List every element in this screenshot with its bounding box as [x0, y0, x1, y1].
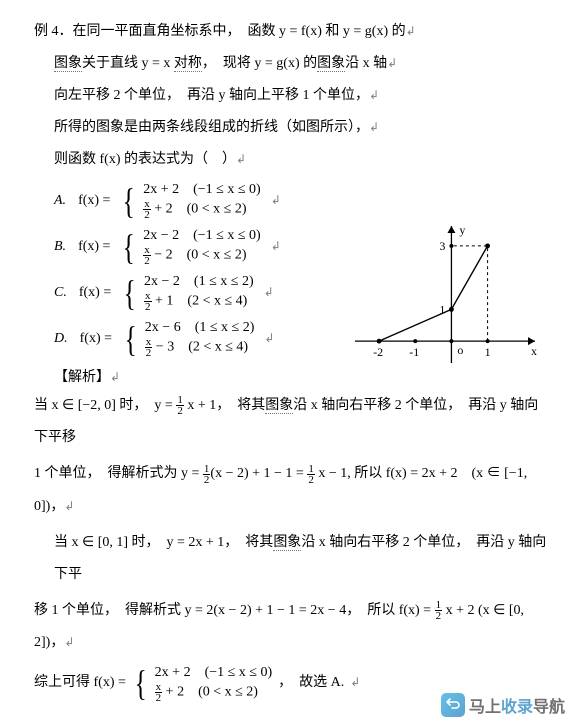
text: 图象: [317, 56, 345, 72]
problem-line-1: 例 4．在同一平面直角坐标系中， 函数 y = f(x) 和 y = g(x) …: [34, 18, 547, 46]
text: 马上: [469, 699, 501, 716]
fraction: 12: [307, 464, 315, 485]
text: 图象: [273, 535, 301, 551]
text: 当 x ∈ [0, 1] 时， y = 2x + 1， 将其: [54, 535, 273, 550]
fx-eq: f(x) =: [80, 331, 112, 347]
fraction: 12: [176, 395, 184, 416]
row1: 2x + 2 (−1 ≤ x ≤ 0): [143, 181, 260, 199]
fx-eq: f(x) =: [78, 193, 110, 209]
para-mark: ↲: [369, 120, 379, 134]
text: 1 个单位， 得解析式为 y =: [34, 466, 203, 481]
text: 沿 x 轴: [345, 56, 387, 71]
row2: x2 − 2 (0 < x ≤ 2): [143, 245, 260, 266]
solution-line-4: 移 1 个单位， 得解析式 y = 2(x − 2) + 1 − 1 = 2x …: [34, 595, 547, 659]
text: + 2 (0 < x ≤ 2): [151, 202, 247, 217]
brace-icon: {: [123, 183, 135, 219]
text: − 3 (2 < x ≤ 4): [152, 340, 248, 355]
problem-line-2: 图象关于直线 y = x 对称， 现将 y = g(x) 的图象沿 x 轴↲: [34, 50, 547, 78]
piecewise: { 2x − 6 (1 ≤ x ≤ 2) x2 − 3 (2 < x ≤ 4): [122, 319, 254, 358]
text: 导航: [533, 699, 565, 716]
row1: 2x − 2 (−1 ≤ x ≤ 0): [143, 227, 260, 245]
para-mark: ↲: [264, 331, 274, 346]
text: 则函数 f(x) 的表达式为（ ）: [54, 152, 236, 167]
brace-icon: {: [134, 665, 146, 701]
svg-text:3: 3: [439, 239, 445, 253]
text: 对称: [174, 56, 202, 72]
solution-line-3: 当 x ∈ [0, 1] 时， y = 2x + 1， 将其图象沿 x 轴向右平…: [34, 527, 547, 591]
text: ， 现将 y = g(x) 的: [202, 56, 317, 71]
para-mark: ↲: [264, 285, 274, 300]
watermark-text: 马上收录导航: [469, 693, 565, 717]
fraction: x2: [144, 291, 152, 312]
text: 向左平移 2 个单位， 再沿 y 轴向上平移 1 个单位，: [54, 88, 369, 103]
piecewise: { 2x − 2 (1 ≤ x ≤ 2) x2 + 1 (2 < x ≤ 4): [121, 273, 253, 312]
svg-text:o: o: [457, 343, 463, 357]
svg-text:x: x: [531, 344, 537, 358]
figure-graph: x y o 1 3 -2 -1 1: [351, 220, 541, 375]
row2: x2 + 1 (2 < x ≤ 4): [144, 291, 254, 312]
svg-text:-1: -1: [409, 345, 419, 359]
option-a: A. f(x) = { 2x + 2 (−1 ≤ x ≤ 0) x2 + 2 (…: [54, 181, 547, 220]
text: 【解析】: [54, 370, 110, 385]
svg-text:-2: -2: [373, 345, 383, 359]
row1: 2x − 2 (1 ≤ x ≤ 2): [144, 273, 254, 291]
para-mark: ↲: [236, 152, 246, 166]
problem-line-5: 则函数 f(x) 的表达式为（ ）↲: [34, 146, 547, 174]
text: 例 4．在同一平面直角坐标系中， 函数 y = f(x) 和 y = g(x) …: [34, 24, 406, 39]
text: 图象: [54, 56, 82, 72]
piecewise: { 2x + 2 (−1 ≤ x ≤ 0) x2 + 2 (0 < x ≤ 2): [120, 181, 260, 220]
graph-svg: x y o 1 3 -2 -1 1: [351, 220, 541, 375]
solution-line-1: 当 x ∈ [−2, 0] 时， y = 12 x + 1， 将其图象沿 x 轴…: [34, 390, 547, 454]
para-mark: ↲: [369, 88, 379, 102]
fx-eq: f(x) =: [78, 239, 110, 255]
watermark: 马上收录导航: [441, 693, 565, 717]
para-mark: ↲: [110, 370, 120, 384]
para-mark: ↲: [271, 193, 281, 208]
row2: x2 + 2 (0 < x ≤ 2): [155, 682, 272, 703]
text: (x − 2) + 1 − 1 =: [210, 466, 307, 481]
svg-text:1: 1: [485, 345, 491, 359]
fraction: 12: [435, 600, 443, 621]
text: 图象: [265, 398, 293, 414]
brace-icon: {: [123, 229, 135, 265]
problem-line-3: 向左平移 2 个单位， 再沿 y 轴向上平移 1 个单位，↲: [34, 82, 547, 110]
piecewise: { 2x − 2 (−1 ≤ x ≤ 0) x2 − 2 (0 < x ≤ 2): [120, 227, 260, 266]
row2: x2 + 2 (0 < x ≤ 2): [143, 199, 260, 220]
watermark-icon: [441, 693, 465, 717]
text: − 2 (0 < x ≤ 2): [151, 248, 247, 263]
option-label: A.: [54, 193, 66, 209]
row1: 2x − 6 (1 ≤ x ≤ 2): [145, 319, 255, 337]
para-mark: ↲: [64, 635, 74, 649]
text: 收录: [501, 699, 533, 716]
fraction: x2: [143, 245, 151, 266]
para-mark: ↲: [406, 24, 416, 38]
brace-icon: {: [124, 275, 136, 311]
svg-text:1: 1: [439, 302, 445, 316]
text: 综上可得 f(x) =: [34, 667, 126, 699]
solution-line-2: 1 个单位， 得解析式为 y = 12(x − 2) + 1 − 1 = 12 …: [34, 458, 547, 522]
text: x + 1， 将其: [184, 398, 265, 413]
text: 所得的图象是由两条线段组成的折线（如图所示），: [54, 120, 369, 135]
option-label: B.: [54, 239, 66, 255]
problem-line-4: 所得的图象是由两条线段组成的折线（如图所示），↲: [34, 114, 547, 142]
text: + 1 (2 < x ≤ 4): [152, 294, 248, 309]
text: 移 1 个单位， 得解析式 y = 2(x − 2) + 1 − 1 = 2x …: [34, 603, 435, 618]
para-mark: ↲: [271, 239, 281, 254]
svg-text:y: y: [459, 223, 465, 237]
option-label: D.: [54, 331, 68, 347]
para-mark: ↲: [64, 499, 74, 513]
brace-icon: {: [125, 321, 137, 357]
fraction: x2: [143, 199, 151, 220]
row1: 2x + 2 (−1 ≤ x ≤ 0): [155, 664, 272, 682]
text: 关于直线 y = x: [82, 56, 174, 71]
text: ， 故选 A.: [278, 667, 344, 699]
fx-eq: f(x) =: [79, 285, 111, 301]
text: 当 x ∈ [−2, 0] 时， y =: [34, 398, 176, 413]
option-label: C.: [54, 285, 67, 301]
para-mark: ↲: [387, 56, 397, 70]
para-mark: ↲: [350, 669, 360, 697]
row2: x2 − 3 (2 < x ≤ 4): [145, 337, 255, 358]
